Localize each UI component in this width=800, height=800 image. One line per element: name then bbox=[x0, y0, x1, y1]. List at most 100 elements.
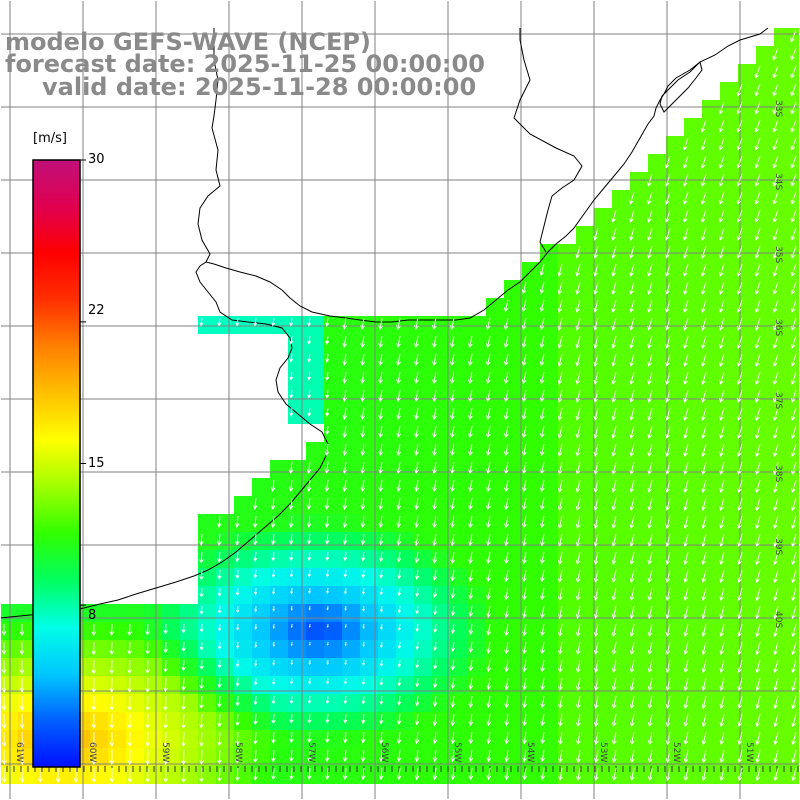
wind-speed-cell bbox=[486, 550, 504, 568]
wind-speed-cell bbox=[342, 478, 360, 496]
wind-arrow bbox=[326, 623, 329, 628]
wind-arrow bbox=[772, 119, 779, 133]
wind-speed-cell bbox=[414, 460, 432, 478]
wind-arrow bbox=[396, 713, 402, 725]
wind-arrow bbox=[379, 677, 384, 686]
wind-speed-cell bbox=[432, 730, 450, 748]
wind-speed-cell bbox=[756, 478, 774, 496]
wind-speed-cell bbox=[270, 766, 288, 784]
wind-speed-cell bbox=[306, 388, 324, 406]
wind-arrow bbox=[468, 443, 473, 457]
wind-arrow bbox=[754, 317, 761, 331]
wind-arrow bbox=[486, 713, 492, 727]
wind-arrow bbox=[629, 317, 635, 331]
wind-arrow bbox=[360, 389, 365, 403]
wind-arrow bbox=[557, 389, 563, 403]
wind-speed-cell bbox=[684, 568, 702, 586]
wind-speed-cell bbox=[432, 370, 450, 388]
wind-speed-cell bbox=[738, 298, 756, 316]
wind-arrow bbox=[521, 371, 527, 385]
wind-arrow bbox=[414, 515, 419, 529]
wind-arrow bbox=[557, 497, 563, 511]
wind-speed-cell bbox=[540, 586, 558, 604]
wind-arrow bbox=[557, 425, 563, 439]
wind-speed-cell bbox=[144, 712, 162, 730]
wind-arrow bbox=[199, 317, 204, 327]
wind-speed-cell bbox=[702, 676, 720, 694]
wind-speed-cell bbox=[756, 658, 774, 676]
wind-speed-cell bbox=[378, 658, 396, 676]
wind-arrow bbox=[575, 263, 581, 277]
wind-arrow bbox=[540, 497, 545, 511]
wind-speed-cell bbox=[360, 748, 378, 766]
wind-arrow bbox=[199, 677, 204, 690]
wind-speed-cell bbox=[738, 64, 756, 82]
wind-speed-cell bbox=[756, 172, 774, 190]
wind-speed-cell bbox=[108, 766, 126, 784]
wind-arrow bbox=[736, 299, 743, 313]
wind-speed-cell bbox=[522, 712, 540, 730]
wind-speed-cell bbox=[792, 82, 800, 100]
wind-speed-cell bbox=[558, 766, 576, 784]
wind-arrow bbox=[772, 173, 779, 187]
wind-speed-cell bbox=[594, 406, 612, 424]
wind-speed-cell bbox=[720, 352, 738, 370]
wind-speed-cell bbox=[468, 478, 486, 496]
wind-speed-cell bbox=[684, 262, 702, 280]
wind-arrow bbox=[522, 677, 527, 691]
wind-arrow bbox=[324, 767, 330, 781]
wind-arrow bbox=[719, 713, 725, 728]
wind-speed-cell bbox=[666, 478, 684, 496]
wind-speed-cell bbox=[558, 280, 576, 298]
wind-speed-cell bbox=[648, 208, 666, 226]
wind-arrow bbox=[683, 299, 689, 313]
longitude-label: 60W bbox=[87, 742, 97, 762]
wind-arrow bbox=[629, 713, 635, 728]
wind-arrow bbox=[575, 335, 581, 349]
wind-arrow bbox=[396, 461, 401, 475]
wind-speed-cell bbox=[738, 316, 756, 334]
wind-arrow bbox=[55, 767, 61, 783]
wind-arrow bbox=[450, 569, 456, 582]
wind-arrow bbox=[719, 371, 725, 385]
wind-arrow bbox=[145, 713, 150, 729]
lagoon-path bbox=[659, 61, 703, 113]
wind-speed-cell bbox=[414, 676, 432, 694]
wind-speed-cell bbox=[720, 262, 738, 280]
latitude-label: 37S bbox=[773, 392, 783, 409]
wind-speed-cell bbox=[0, 766, 18, 784]
wind-speed-cell bbox=[216, 712, 234, 730]
wind-arrow bbox=[378, 371, 383, 385]
wind-speed-cell bbox=[90, 694, 108, 712]
wind-arrow bbox=[629, 587, 635, 602]
wind-speed-cell bbox=[558, 514, 576, 532]
wind-speed-cell bbox=[792, 208, 800, 226]
wind-arrow bbox=[629, 245, 635, 259]
wind-speed-cell bbox=[738, 496, 756, 514]
wind-arrow bbox=[719, 497, 725, 512]
wind-speed-cell bbox=[216, 694, 234, 712]
wind-arrow bbox=[754, 155, 761, 169]
wind-arrow bbox=[611, 605, 617, 620]
wind-arrow bbox=[718, 119, 725, 133]
wind-speed-cell bbox=[666, 172, 684, 190]
wind-speed-cell bbox=[774, 370, 792, 388]
wind-arrow bbox=[504, 497, 509, 511]
wind-arrow bbox=[342, 317, 347, 330]
wind-arrow bbox=[290, 587, 294, 595]
wind-speed-cell bbox=[414, 694, 432, 712]
wind-arrow bbox=[736, 137, 743, 151]
wind-speed-cell bbox=[486, 442, 504, 460]
wind-speed-cell bbox=[720, 766, 738, 784]
wind-arrow bbox=[324, 461, 330, 474]
wind-arrow bbox=[611, 623, 617, 638]
wind-arrow bbox=[163, 641, 168, 654]
wind-arrow bbox=[145, 731, 150, 747]
wind-arrow bbox=[737, 371, 743, 385]
wind-speed-cell bbox=[756, 370, 774, 388]
wind-speed-cell bbox=[360, 622, 378, 640]
wind-arrow bbox=[289, 353, 294, 363]
wind-arrow bbox=[790, 317, 797, 331]
wind-speed-cell bbox=[630, 190, 648, 208]
wind-speed-cell bbox=[576, 586, 594, 604]
